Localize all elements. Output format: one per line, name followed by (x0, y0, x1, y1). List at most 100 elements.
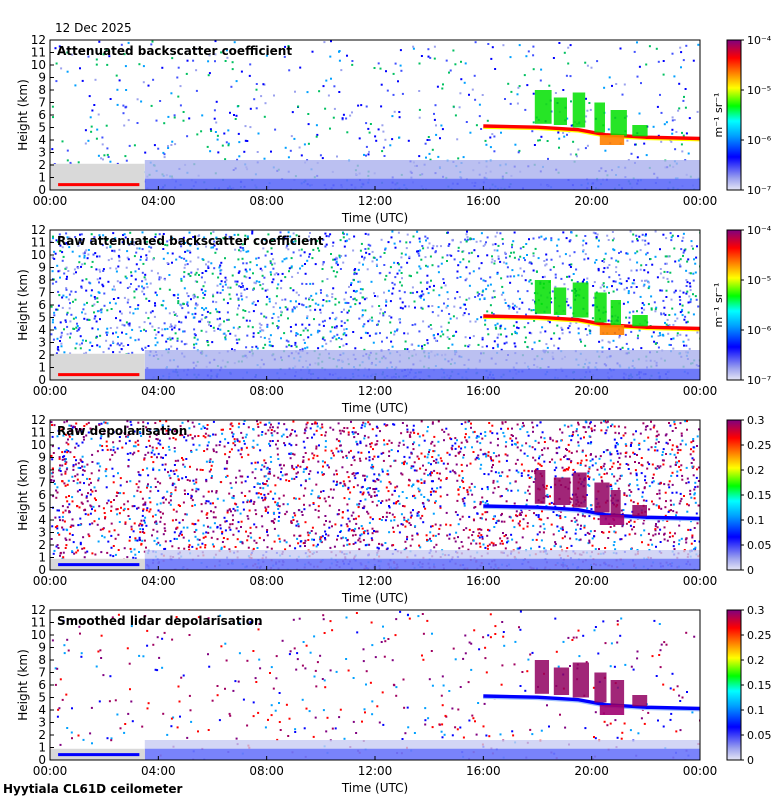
noise-pixel (117, 297, 120, 299)
noise-pixel (279, 306, 282, 309)
noise-pixel (294, 240, 297, 243)
noise-pixel (323, 339, 326, 342)
noise-pixel (251, 302, 254, 305)
noise-pixel (137, 267, 140, 270)
noise-pixel (418, 444, 421, 447)
noise-pixel (588, 467, 591, 470)
noise-pixel (288, 267, 291, 270)
noise-pixel (652, 534, 655, 537)
noise-pixel (291, 310, 294, 313)
noise-pixel (469, 131, 472, 134)
noise-pixel (691, 466, 694, 469)
noise-pixel (518, 44, 521, 47)
noise-pixel (457, 264, 460, 267)
noise-pixel (259, 284, 262, 287)
noise-pixel (219, 264, 222, 267)
noise-pixel (72, 327, 75, 330)
noise-pixel (306, 91, 309, 94)
noise-pixel (212, 448, 215, 451)
noise-pixel (130, 550, 133, 553)
noise-pixel (520, 463, 523, 466)
noise-pixel (654, 308, 657, 311)
noise-pixel (488, 543, 491, 546)
noise-pixel (76, 473, 79, 476)
noise-pixel (284, 146, 287, 149)
noise-pixel (235, 338, 238, 341)
noise-pixel (358, 302, 361, 305)
noise-pixel (354, 290, 357, 293)
noise-pixel (425, 264, 427, 267)
noise-pixel (383, 264, 386, 266)
noise-pixel (55, 308, 58, 311)
noise-pixel (534, 247, 537, 250)
noise-pixel (209, 325, 212, 327)
noise-pixel (514, 345, 517, 348)
noise-pixel (400, 266, 403, 269)
noise-pixel (676, 451, 679, 454)
noise-pixel (284, 276, 287, 279)
noise-pixel (338, 256, 341, 259)
noise-pixel (61, 306, 64, 309)
noise-pixel (397, 450, 399, 453)
noise-pixel (510, 434, 513, 436)
noise-pixel (220, 280, 223, 283)
noise-pixel (508, 255, 511, 258)
noise-pixel (584, 328, 587, 331)
noise-pixel (179, 85, 182, 88)
noise-pixel (678, 82, 681, 85)
noise-pixel (62, 294, 65, 297)
noise-pixel (691, 457, 694, 460)
noise-pixel (685, 44, 688, 47)
panel-2: Raw attenuated backscatter coefficient01… (16, 223, 772, 415)
noise-pixel (692, 446, 695, 449)
noise-pixel (178, 521, 181, 524)
noise-pixel (105, 445, 108, 448)
noise-pixel (269, 240, 272, 243)
noise-pixel (51, 105, 54, 108)
noise-pixel (231, 348, 233, 351)
noise-pixel (139, 432, 142, 435)
noise-pixel (284, 473, 287, 476)
noise-pixel (225, 476, 228, 478)
noise-pixel (113, 499, 115, 501)
noise-pixel (612, 290, 615, 293)
noise-pixel (294, 323, 297, 326)
noise-pixel (66, 311, 69, 314)
noise-pixel (183, 275, 186, 278)
noise-pixel (145, 257, 148, 259)
precipitation-patch (594, 102, 605, 133)
noise-pixel (183, 330, 186, 333)
noise-pixel (666, 277, 669, 280)
cloud-layer (483, 124, 700, 141)
noise-pixel (96, 344, 99, 347)
noise-pixel (317, 496, 320, 499)
noise-pixel (615, 266, 618, 269)
noise-pixel (606, 234, 609, 237)
noise-pixel (180, 240, 183, 243)
noise-pixel (543, 260, 546, 262)
noise-pixel (363, 256, 366, 259)
noise-pixel (586, 64, 589, 67)
noise-pixel (421, 347, 424, 350)
noise-pixel (321, 337, 324, 340)
noise-pixel (421, 307, 424, 310)
noise-pixel (287, 231, 290, 234)
noise-pixel (83, 254, 86, 257)
noise-pixel (132, 556, 135, 559)
noise-pixel (133, 296, 136, 299)
noise-pixel (389, 144, 392, 147)
noise-pixel (342, 236, 345, 239)
noise-pixel (107, 347, 110, 350)
noise-pixel (164, 278, 166, 281)
noise-pixel (254, 242, 257, 245)
noise-pixel (550, 486, 552, 489)
noise-pixel (690, 542, 693, 545)
noise-pixel (615, 442, 618, 444)
noise-pixel (246, 334, 249, 337)
noise-pixel (524, 108, 527, 111)
noise-pixel (158, 278, 161, 281)
noise-pixel (489, 304, 492, 307)
noise-pixel (59, 336, 62, 339)
noise-pixel (560, 326, 563, 329)
noise-pixel (365, 122, 368, 125)
